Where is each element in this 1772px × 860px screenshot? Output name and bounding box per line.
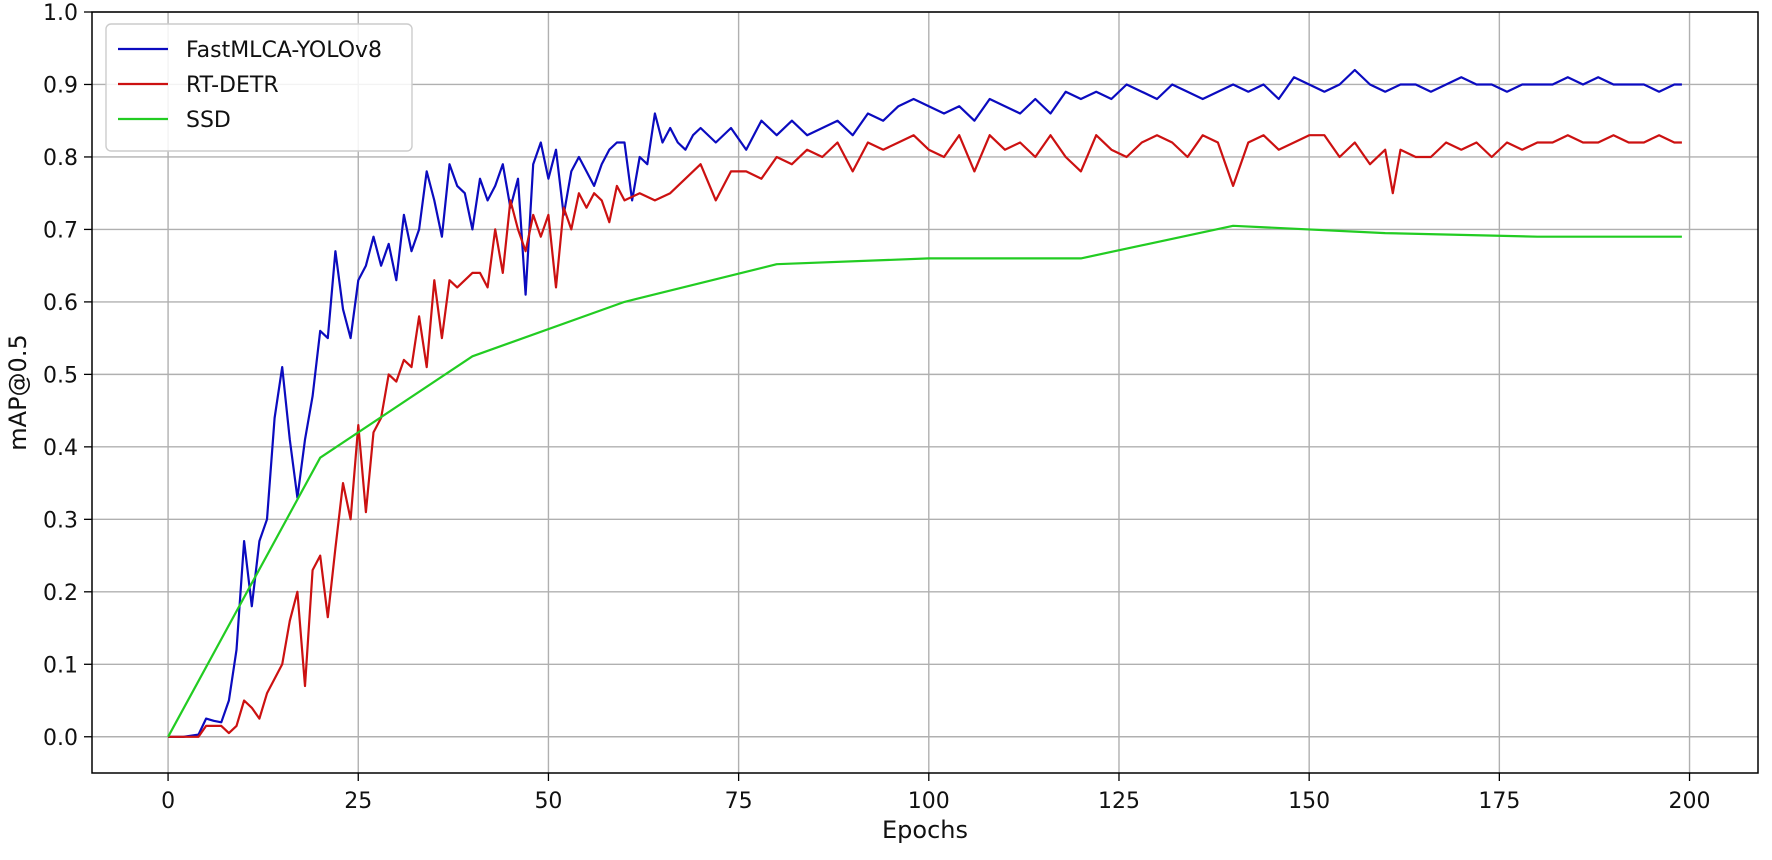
series-line-ssd — [167, 224, 1682, 738]
y-tick-label: 0.4 — [43, 436, 78, 461]
y-tick-label: 0.6 — [43, 291, 78, 316]
series-lines — [167, 68, 1682, 738]
x-tick-label: 175 — [1478, 789, 1520, 814]
y-tick-label: 0.7 — [43, 218, 78, 243]
y-tick-label: 0.0 — [43, 726, 78, 751]
x-tick-label: 100 — [908, 789, 950, 814]
x-tick-label: 200 — [1669, 789, 1711, 814]
legend-label: FastMLCA-YOLOv8 — [186, 38, 382, 63]
y-tick-label: 0.2 — [43, 581, 78, 606]
x-tick-label: 0 — [161, 789, 175, 814]
y-tick-label: 0.9 — [43, 73, 78, 98]
legend-box — [105, 23, 413, 152]
x-tick-label: 150 — [1288, 789, 1330, 814]
series-line-rt-detr — [168, 134, 1682, 738]
x-tick-label: 25 — [344, 789, 372, 814]
y-tick-label: 0.5 — [43, 363, 78, 388]
legend-label: RT-DETR — [186, 73, 279, 98]
plot-area-frame — [91, 11, 1759, 774]
x-axis-ticks: 0 25 50 75 100 125 150 175 200 — [161, 773, 1711, 814]
y-tick-label: 0.8 — [43, 146, 78, 171]
series-line-fastmlca-yolov8 — [168, 68, 1682, 738]
y-tick-label: 0.1 — [43, 653, 78, 678]
x-tick-label: 75 — [725, 789, 753, 814]
grid — [92, 11, 1758, 773]
legend-label: SSD — [186, 108, 231, 133]
y-tick-label: 1.0 — [43, 1, 78, 26]
y-axis-ticks: 0.0 0.1 0.2 0.3 0.4 0.5 0.6 0.7 0.8 0.9 1.0 — [43, 1, 92, 751]
x-tick-label: 125 — [1098, 789, 1140, 814]
x-tick-label: 50 — [534, 789, 562, 814]
y-axis-label: mAP@0.5 — [4, 334, 32, 450]
y-tick-label: 0.3 — [43, 508, 78, 533]
legend: FastMLCA-YOLOv8 RT-DETR SSD — [105, 23, 413, 152]
x-axis-label: Epochs — [882, 816, 968, 844]
